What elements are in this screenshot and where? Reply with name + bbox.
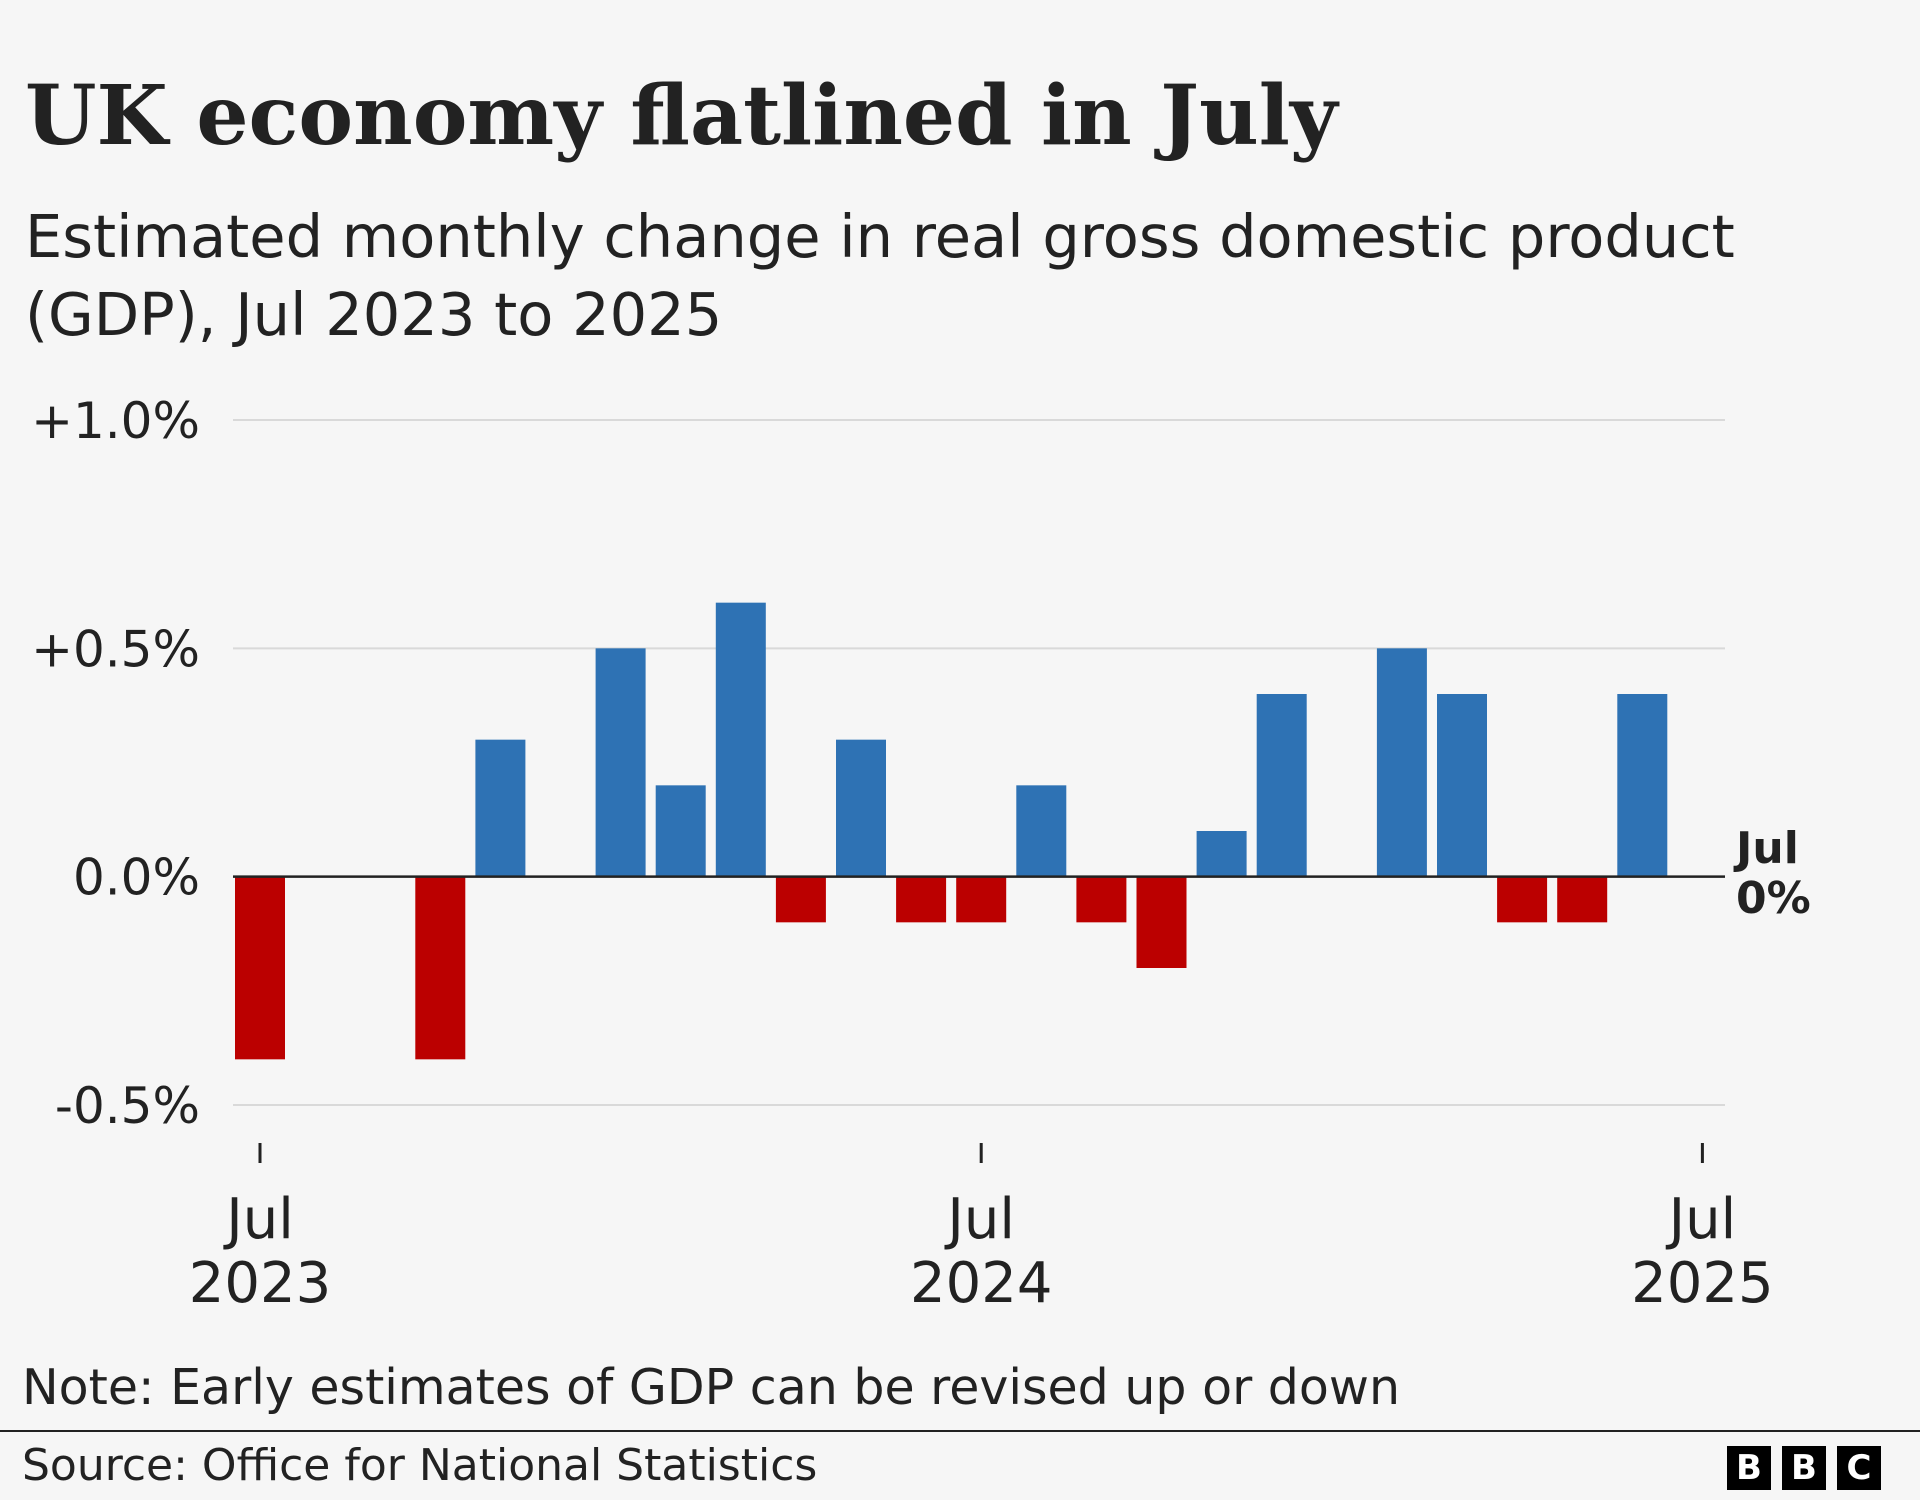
x-tick-month: Jul xyxy=(223,1187,294,1252)
bar-mar-2024 xyxy=(715,602,766,877)
bar-jun-2025 xyxy=(1617,694,1668,877)
bar-dec-2024 xyxy=(1256,694,1307,877)
y-tick-label: +0.5% xyxy=(31,620,200,678)
x-tick-month: Jul xyxy=(944,1187,1015,1252)
chart-subtitle: Estimated monthly change in real gross d… xyxy=(25,202,1735,349)
bar-oct-2023 xyxy=(415,876,466,1060)
y-tick-label: -0.5% xyxy=(55,1077,200,1135)
source-credit: Source: Office for National Statistics xyxy=(22,1440,818,1491)
end-label-month: Jul xyxy=(1733,823,1799,874)
bar-jul-2024 xyxy=(956,876,1007,923)
bar-jan-2024 xyxy=(595,648,646,877)
bar-jun-2024 xyxy=(896,876,947,923)
x-tick-month: Jul xyxy=(1666,1187,1737,1252)
x-tick-year: 2023 xyxy=(189,1251,332,1316)
bbc-logo: B B C xyxy=(1727,1446,1881,1490)
bbc-logo-letter: B xyxy=(1782,1446,1826,1490)
x-tick-year: 2025 xyxy=(1631,1251,1774,1316)
bars xyxy=(235,602,1668,1060)
bar-oct-2024 xyxy=(1136,876,1187,968)
bar-sep-2024 xyxy=(1076,876,1127,923)
bar-jul-2023 xyxy=(235,876,285,1060)
bbc-logo-letter: C xyxy=(1837,1446,1881,1490)
footer-divider xyxy=(0,1430,1920,1432)
bar-chart: +1.0%+0.5%0.0%-0.5% Jul2023Jul2024Jul202… xyxy=(31,392,1811,1316)
bar-apr-2024 xyxy=(775,876,826,923)
gridlines xyxy=(233,419,1725,1106)
bbc-logo-letter: B xyxy=(1727,1446,1771,1490)
x-tick-year: 2024 xyxy=(910,1251,1053,1316)
bar-feb-2024 xyxy=(655,785,706,877)
bar-apr-2025 xyxy=(1497,876,1548,923)
footnote: Note: Early estimates of GDP can be revi… xyxy=(22,1359,1401,1416)
bar-feb-2025 xyxy=(1376,648,1427,877)
bar-nov-2023 xyxy=(475,739,526,877)
bar-nov-2024 xyxy=(1196,831,1247,877)
bar-mar-2025 xyxy=(1437,694,1487,877)
bar-aug-2024 xyxy=(1016,785,1067,877)
y-tick-label: 0.0% xyxy=(73,849,200,907)
bar-may-2025 xyxy=(1557,876,1608,923)
chart-title: UK economy flatlined in July xyxy=(25,68,1338,164)
end-label-value: 0% xyxy=(1736,873,1811,924)
y-tick-label: +1.0% xyxy=(31,392,200,450)
y-axis-labels: +1.0% +0.5% 0.0% -0.5% xyxy=(31,392,200,1135)
bar-may-2024 xyxy=(836,739,886,877)
